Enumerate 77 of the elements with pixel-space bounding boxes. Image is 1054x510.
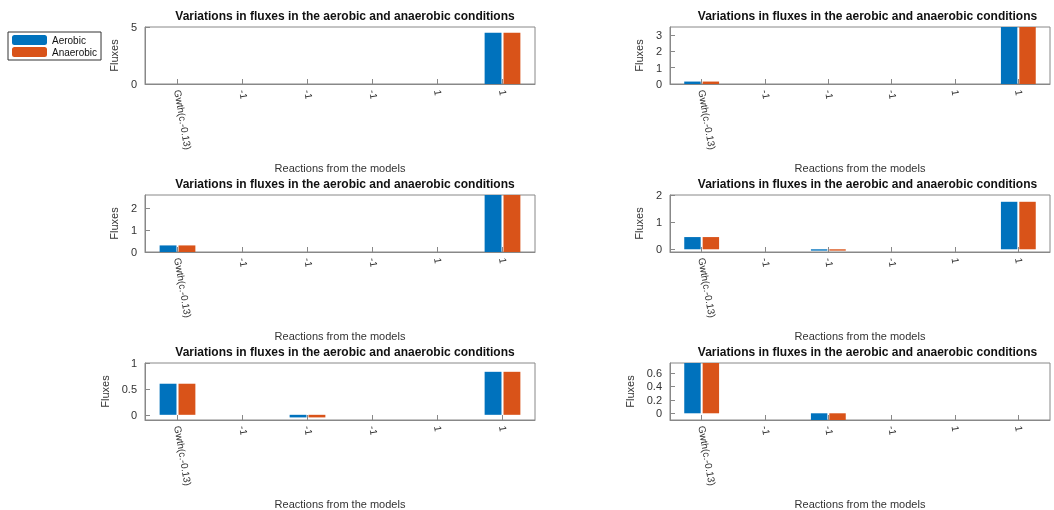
x-tick-label: 1 xyxy=(1012,425,1025,433)
x-tick-label: -1 xyxy=(822,89,836,101)
x-tick-label: 1 xyxy=(432,425,444,433)
chart-title: Variations in fluxes in the aerobic and anaerobic conditions xyxy=(697,9,1038,23)
chart-title: Variations in fluxes in the aerobic and anaerobic conditions xyxy=(175,9,516,23)
bar xyxy=(684,237,701,250)
chart-title: Variations in fluxes in the aerobic and anaerobic conditions xyxy=(697,345,1038,359)
x-tick-label: -1 xyxy=(886,257,899,269)
chart-title: Variations in fluxes in the aerobic and anaerobic conditions xyxy=(175,177,516,191)
y-tick-label: 0.6 xyxy=(646,367,662,380)
bar xyxy=(159,383,177,415)
x-axis-title: Reactions from the models xyxy=(794,329,926,342)
x-tick-label: -1 xyxy=(759,425,773,437)
x-tick-label: -1 xyxy=(237,257,250,269)
bar xyxy=(503,371,521,415)
x-axis-title: Reactions from the models xyxy=(274,329,406,342)
x-tick-label: -1 xyxy=(237,425,250,437)
y-tick-label: 2 xyxy=(655,189,662,201)
x-tick-label: 1 xyxy=(497,425,509,433)
y-tick-label: 0.2 xyxy=(646,393,662,406)
y-axis-title: Fluxes xyxy=(108,206,121,240)
y-axis-title: Fluxes xyxy=(624,374,637,408)
x-tick-label: -1 xyxy=(759,89,773,101)
x-tick-label: 1 xyxy=(497,89,509,97)
x-tick-label: 1 xyxy=(949,257,962,265)
y-tick-label: 0 xyxy=(655,78,662,90)
bar xyxy=(702,237,720,250)
x-tick-label: -1 xyxy=(302,425,315,437)
x-axis-title: Reactions from the models xyxy=(794,497,926,510)
y-tick-label: 1 xyxy=(130,224,137,237)
y-tick-label: 1 xyxy=(655,216,662,229)
y-tick-label: 1 xyxy=(655,61,662,74)
x-tick-label: 1 xyxy=(949,425,962,433)
x-tick-label: 1 xyxy=(949,89,962,97)
chart-title: Variations in fluxes in the aerobic and anaerobic conditions xyxy=(697,177,1038,191)
x-tick-label: 1 xyxy=(1012,89,1025,97)
y-axis-title: Fluxes xyxy=(99,374,112,408)
x-tick-label: 1 xyxy=(432,257,444,265)
y-tick-label: 3 xyxy=(655,29,662,42)
x-tick-label: -1 xyxy=(367,425,380,437)
y-tick-label: 0 xyxy=(130,246,137,258)
y-tick-label: 0 xyxy=(655,407,662,420)
x-tick-label: -1 xyxy=(759,257,773,269)
y-tick-label: 0 xyxy=(130,408,137,421)
x-tick-label: -1 xyxy=(886,89,899,101)
bar xyxy=(1019,201,1036,250)
chart-title: Variations in fluxes in the aerobic and anaerobic conditions xyxy=(175,345,516,359)
x-tick-label: -1 xyxy=(822,425,836,437)
x-tick-label: -1 xyxy=(367,89,380,101)
x-tick-label: 1 xyxy=(432,89,444,97)
y-axis-title: Fluxes xyxy=(633,38,646,72)
x-axis-title: Reactions from the models xyxy=(274,497,406,510)
y-tick-label: 2 xyxy=(655,45,662,58)
bar xyxy=(178,383,196,415)
y-axis-title: Fluxes xyxy=(108,38,121,72)
y-axis-title: Fluxes xyxy=(633,206,646,240)
y-tick-label: 0 xyxy=(655,243,662,256)
y-tick-label: 0.4 xyxy=(646,380,662,393)
x-axis-title: Reactions from the models xyxy=(274,161,406,174)
x-tick-label: 1 xyxy=(1012,257,1025,265)
legend-label: Aerobic xyxy=(52,34,86,46)
y-tick-label: 2 xyxy=(130,202,137,215)
y-tick-label: 5 xyxy=(130,21,137,33)
bar xyxy=(484,371,502,415)
x-axis-title: Reactions from the models xyxy=(794,161,926,174)
x-tick-label: -1 xyxy=(886,425,899,437)
y-tick-label: 0 xyxy=(130,78,137,90)
y-tick-label: 0.5 xyxy=(121,382,137,395)
x-tick-label: -1 xyxy=(302,89,315,101)
x-tick-label: -1 xyxy=(822,257,836,269)
x-tick-label: -1 xyxy=(367,257,380,269)
x-tick-label: 1 xyxy=(497,257,509,265)
x-tick-label: -1 xyxy=(302,257,315,269)
legend-label: Anaerobic xyxy=(52,46,98,58)
y-tick-label: 1 xyxy=(130,357,137,369)
x-tick-label: -1 xyxy=(237,89,250,101)
bar xyxy=(1000,201,1018,250)
